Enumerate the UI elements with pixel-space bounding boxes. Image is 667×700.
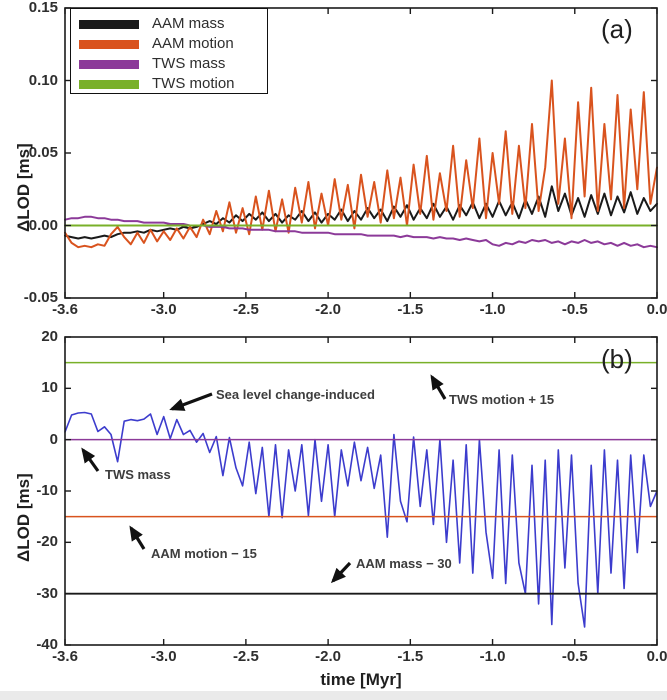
y-axis-label-panel-a: ΔLOD [ms] bbox=[14, 143, 33, 232]
legend: AAM mass AAM motion TWS mass TWS motion bbox=[70, 8, 268, 94]
panel-label-b: (b) bbox=[601, 344, 633, 374]
bottom-strip bbox=[0, 691, 667, 700]
x-tick-label-panel-a: -3.0 bbox=[150, 301, 177, 318]
y-tick-label-panel-a: -0.05 bbox=[23, 289, 58, 306]
y-tick-label-panel-a: 0.10 bbox=[28, 71, 58, 89]
legend-swatch-aam-motion bbox=[79, 39, 139, 49]
legend-item-aam-mass: AAM mass bbox=[79, 15, 225, 32]
y-tick-label-panel-b: -20 bbox=[36, 533, 58, 551]
y-tick-label-panel-b: -30 bbox=[36, 584, 58, 602]
x-tick-label-panel-b: -1.0 bbox=[479, 648, 506, 665]
y-tick-label-panel-a: 0.00 bbox=[28, 216, 58, 234]
x-tick-label-panel-b: -0.5 bbox=[561, 648, 588, 665]
legend-label-aam-motion: AAM motion bbox=[152, 35, 234, 52]
x-axis-label: time [Myr] bbox=[320, 670, 402, 689]
annotation-tws-mass: TWS mass bbox=[105, 467, 171, 482]
x-tick-label-panel-a: -2.0 bbox=[315, 301, 342, 318]
x-tick-label-panel-a: -3.6 bbox=[52, 301, 78, 318]
legend-swatch-tws-motion bbox=[79, 79, 139, 89]
series-line-aam-motion bbox=[64, 79, 658, 249]
annotation-sea-level: Sea level change-induced bbox=[216, 387, 375, 402]
legend-swatch-aam-mass bbox=[79, 19, 139, 29]
legend-label-tws-mass: TWS mass bbox=[152, 55, 226, 72]
y-tick-label-panel-b: 10 bbox=[41, 379, 58, 397]
series-line-sea-level-change-induced bbox=[64, 411, 658, 628]
x-tick-label-panel-b: -2.0 bbox=[315, 648, 342, 665]
series-line-tws-mass bbox=[64, 215, 658, 249]
annotation-aam-motion: AAM motion − 15 bbox=[151, 546, 257, 561]
y-axis-label-panel-b: ΔLOD [ms] bbox=[14, 473, 33, 562]
x-tick-label-panel-a: -1.0 bbox=[479, 301, 506, 318]
x-tick-label-panel-b: 0.0 bbox=[646, 648, 667, 665]
x-tick-label-panel-a: -0.5 bbox=[561, 301, 588, 318]
panel-label-a: (a) bbox=[601, 14, 633, 44]
legend-swatch-tws-mass bbox=[79, 59, 139, 69]
x-tick-label-panel-b: -1.5 bbox=[397, 648, 424, 665]
annotation-tws-motion: TWS motion + 15 bbox=[449, 392, 555, 407]
x-tick-label-panel-b: -3.6 bbox=[52, 648, 78, 665]
y-tick-label-panel-a: 0.05 bbox=[28, 144, 58, 161]
x-tick-label-panel-b: -2.5 bbox=[232, 648, 259, 665]
legend-label-tws-motion: TWS motion bbox=[152, 75, 235, 92]
legend-label-aam-mass: AAM mass bbox=[152, 15, 225, 32]
y-tick-label-panel-b: -40 bbox=[36, 636, 58, 653]
y-tick-label-panel-a: 0.15 bbox=[28, 0, 58, 16]
x-tick-label-panel-b: -3.0 bbox=[150, 648, 177, 665]
y-tick-label-panel-b: 0 bbox=[49, 430, 58, 448]
x-tick-label-panel-a: -1.5 bbox=[397, 301, 424, 318]
legend-item-aam-motion: AAM motion bbox=[79, 35, 234, 52]
annotation-aam-mass: AAM mass − 30 bbox=[356, 556, 452, 571]
legend-item-tws-motion: TWS motion bbox=[79, 75, 235, 92]
y-tick-label-panel-b: 20 bbox=[41, 328, 58, 345]
legend-item-tws-mass: TWS mass bbox=[79, 55, 226, 72]
y-tick-label-panel-b: -10 bbox=[36, 482, 58, 499]
series-line-aam-mass bbox=[64, 185, 658, 240]
x-tick-label-panel-a: -2.5 bbox=[232, 301, 259, 318]
axes-box-panel-b bbox=[64, 336, 658, 646]
x-tick-label-panel-a: 0.0 bbox=[646, 301, 667, 318]
